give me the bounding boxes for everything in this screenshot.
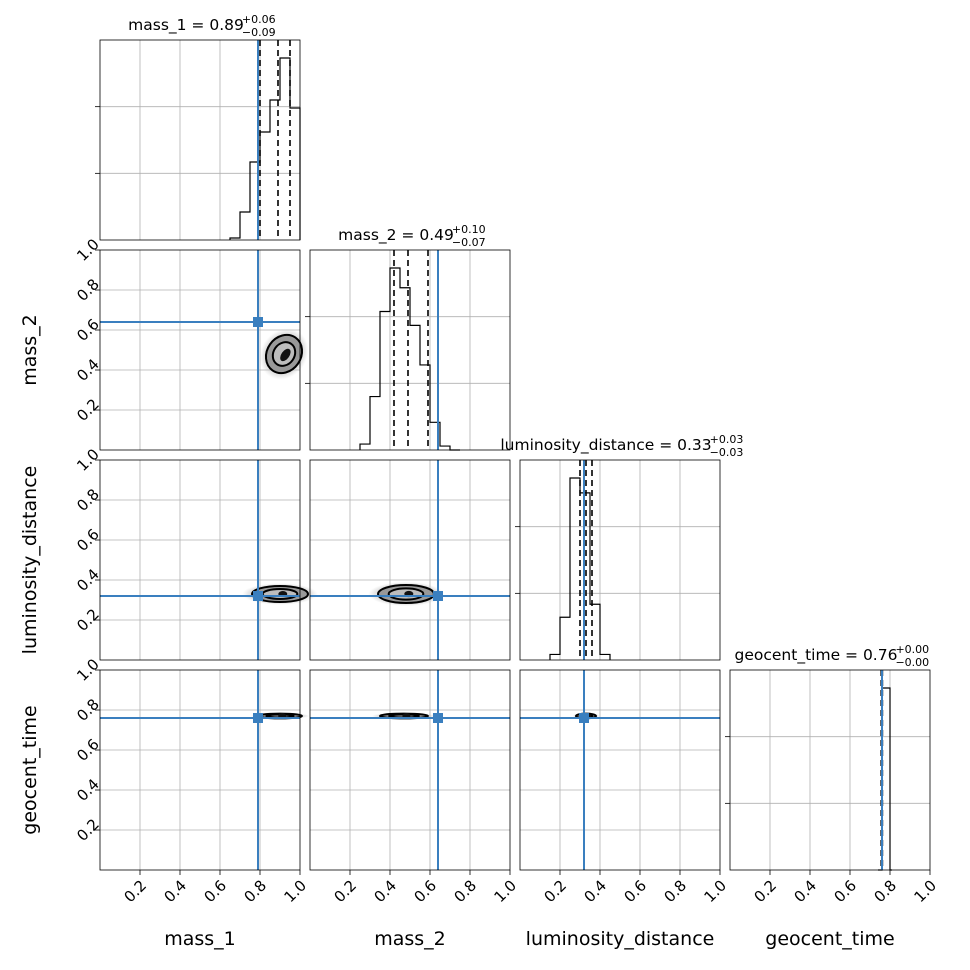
x-tick-label: 0.8	[240, 876, 270, 906]
title-median: mass_1 = 0.89	[128, 16, 244, 35]
x-tick-label: 0.2	[330, 876, 360, 906]
y-tick-label: 1.0	[73, 655, 103, 685]
x-tick-label: 0.4	[160, 876, 190, 906]
y-tick-label: 0.2	[73, 605, 103, 635]
y-axis-label: mass_2	[19, 314, 41, 386]
panel-title-mass_1: mass_1 = 0.89	[128, 16, 244, 35]
truth-marker	[433, 591, 443, 601]
y-axis-label: geocent_time	[19, 705, 41, 834]
panel-frame	[309, 669, 511, 871]
truth-marker	[253, 591, 263, 601]
histogram-geocent_time	[878, 687, 892, 871]
x-axis-label: geocent_time	[765, 928, 894, 950]
y-tick-label: 0.6	[73, 735, 103, 765]
panel-frame	[99, 249, 301, 451]
y-tick-label: 0.4	[73, 565, 103, 595]
y-tick-label: 0.2	[73, 815, 103, 845]
y-axis-label: luminosity_distance	[19, 466, 41, 655]
title-lower-error: −0.07	[452, 236, 486, 249]
histogram-mass_2	[359, 267, 460, 451]
x-tick-label: 0.6	[410, 876, 440, 906]
y-tick-label: 0.6	[73, 525, 103, 555]
title-upper-error: +0.03	[710, 433, 744, 446]
x-tick-label: 0.8	[870, 876, 900, 906]
density-group	[368, 581, 444, 607]
panel-frame	[519, 459, 721, 661]
density-group	[242, 583, 318, 605]
x-tick-label: 0.2	[540, 876, 570, 906]
x-tick-label: 0.2	[750, 876, 780, 906]
x-tick-label: 0.2	[120, 876, 150, 906]
title-lower-error: −0.09	[242, 26, 276, 39]
x-tick-label: 0.4	[580, 876, 610, 906]
y-tick-label: 1.0	[73, 235, 103, 265]
title-lower-error: −0.03	[710, 446, 744, 459]
panel-frame	[519, 669, 721, 871]
x-tick-label: 1.0	[910, 876, 940, 906]
x-tick-label: 0.6	[200, 876, 230, 906]
y-tick-label: 0.4	[73, 355, 103, 385]
x-tick-label: 0.6	[620, 876, 650, 906]
x-axis-label: mass_2	[374, 928, 446, 950]
panel-frame	[309, 459, 511, 661]
y-tick-label: 0.8	[73, 275, 103, 305]
y-tick-label: 0.4	[73, 775, 103, 805]
title-median: geocent_time = 0.76	[735, 646, 898, 665]
x-tick-label: 1.0	[280, 876, 310, 906]
x-tick-label: 0.4	[370, 876, 400, 906]
panel-title-geocent_time: geocent_time = 0.76	[735, 646, 898, 665]
x-tick-label: 0.8	[450, 876, 480, 906]
x-axis-label: luminosity_distance	[526, 928, 715, 950]
title-upper-error: +0.10	[452, 223, 486, 236]
panel-title-mass_2: mass_2 = 0.49	[338, 226, 454, 245]
x-tick-label: 1.0	[700, 876, 730, 906]
x-tick-label: 1.0	[490, 876, 520, 906]
panel-frame	[99, 669, 301, 871]
panel-frame	[729, 669, 931, 871]
x-tick-label: 0.6	[830, 876, 860, 906]
x-axis-label: mass_1	[164, 928, 236, 950]
panel-title-luminosity_distance: luminosity_distance = 0.33	[500, 436, 711, 455]
truth-marker	[253, 713, 263, 723]
x-tick-label: 0.8	[660, 876, 690, 906]
y-tick-label: 0.6	[73, 315, 103, 345]
truth-marker	[253, 317, 263, 327]
y-tick-label: 0.8	[73, 485, 103, 515]
title-median: mass_2 = 0.49	[338, 226, 454, 245]
title-upper-error: +0.06	[242, 13, 276, 26]
y-tick-label: 0.2	[73, 395, 103, 425]
truth-marker	[433, 713, 443, 723]
panel-frame	[99, 459, 301, 661]
density-peak	[280, 348, 291, 362]
panel-frame	[99, 39, 301, 241]
y-tick-label: 1.0	[73, 445, 103, 475]
title-median: luminosity_distance = 0.33	[500, 436, 711, 455]
y-tick-label: 0.8	[73, 695, 103, 725]
panel-frame	[309, 249, 511, 451]
truth-marker	[579, 713, 589, 723]
title-upper-error: +0.00	[895, 643, 929, 656]
density-group	[259, 328, 309, 380]
title-lower-error: −0.00	[895, 656, 929, 669]
x-tick-label: 0.4	[790, 876, 820, 906]
